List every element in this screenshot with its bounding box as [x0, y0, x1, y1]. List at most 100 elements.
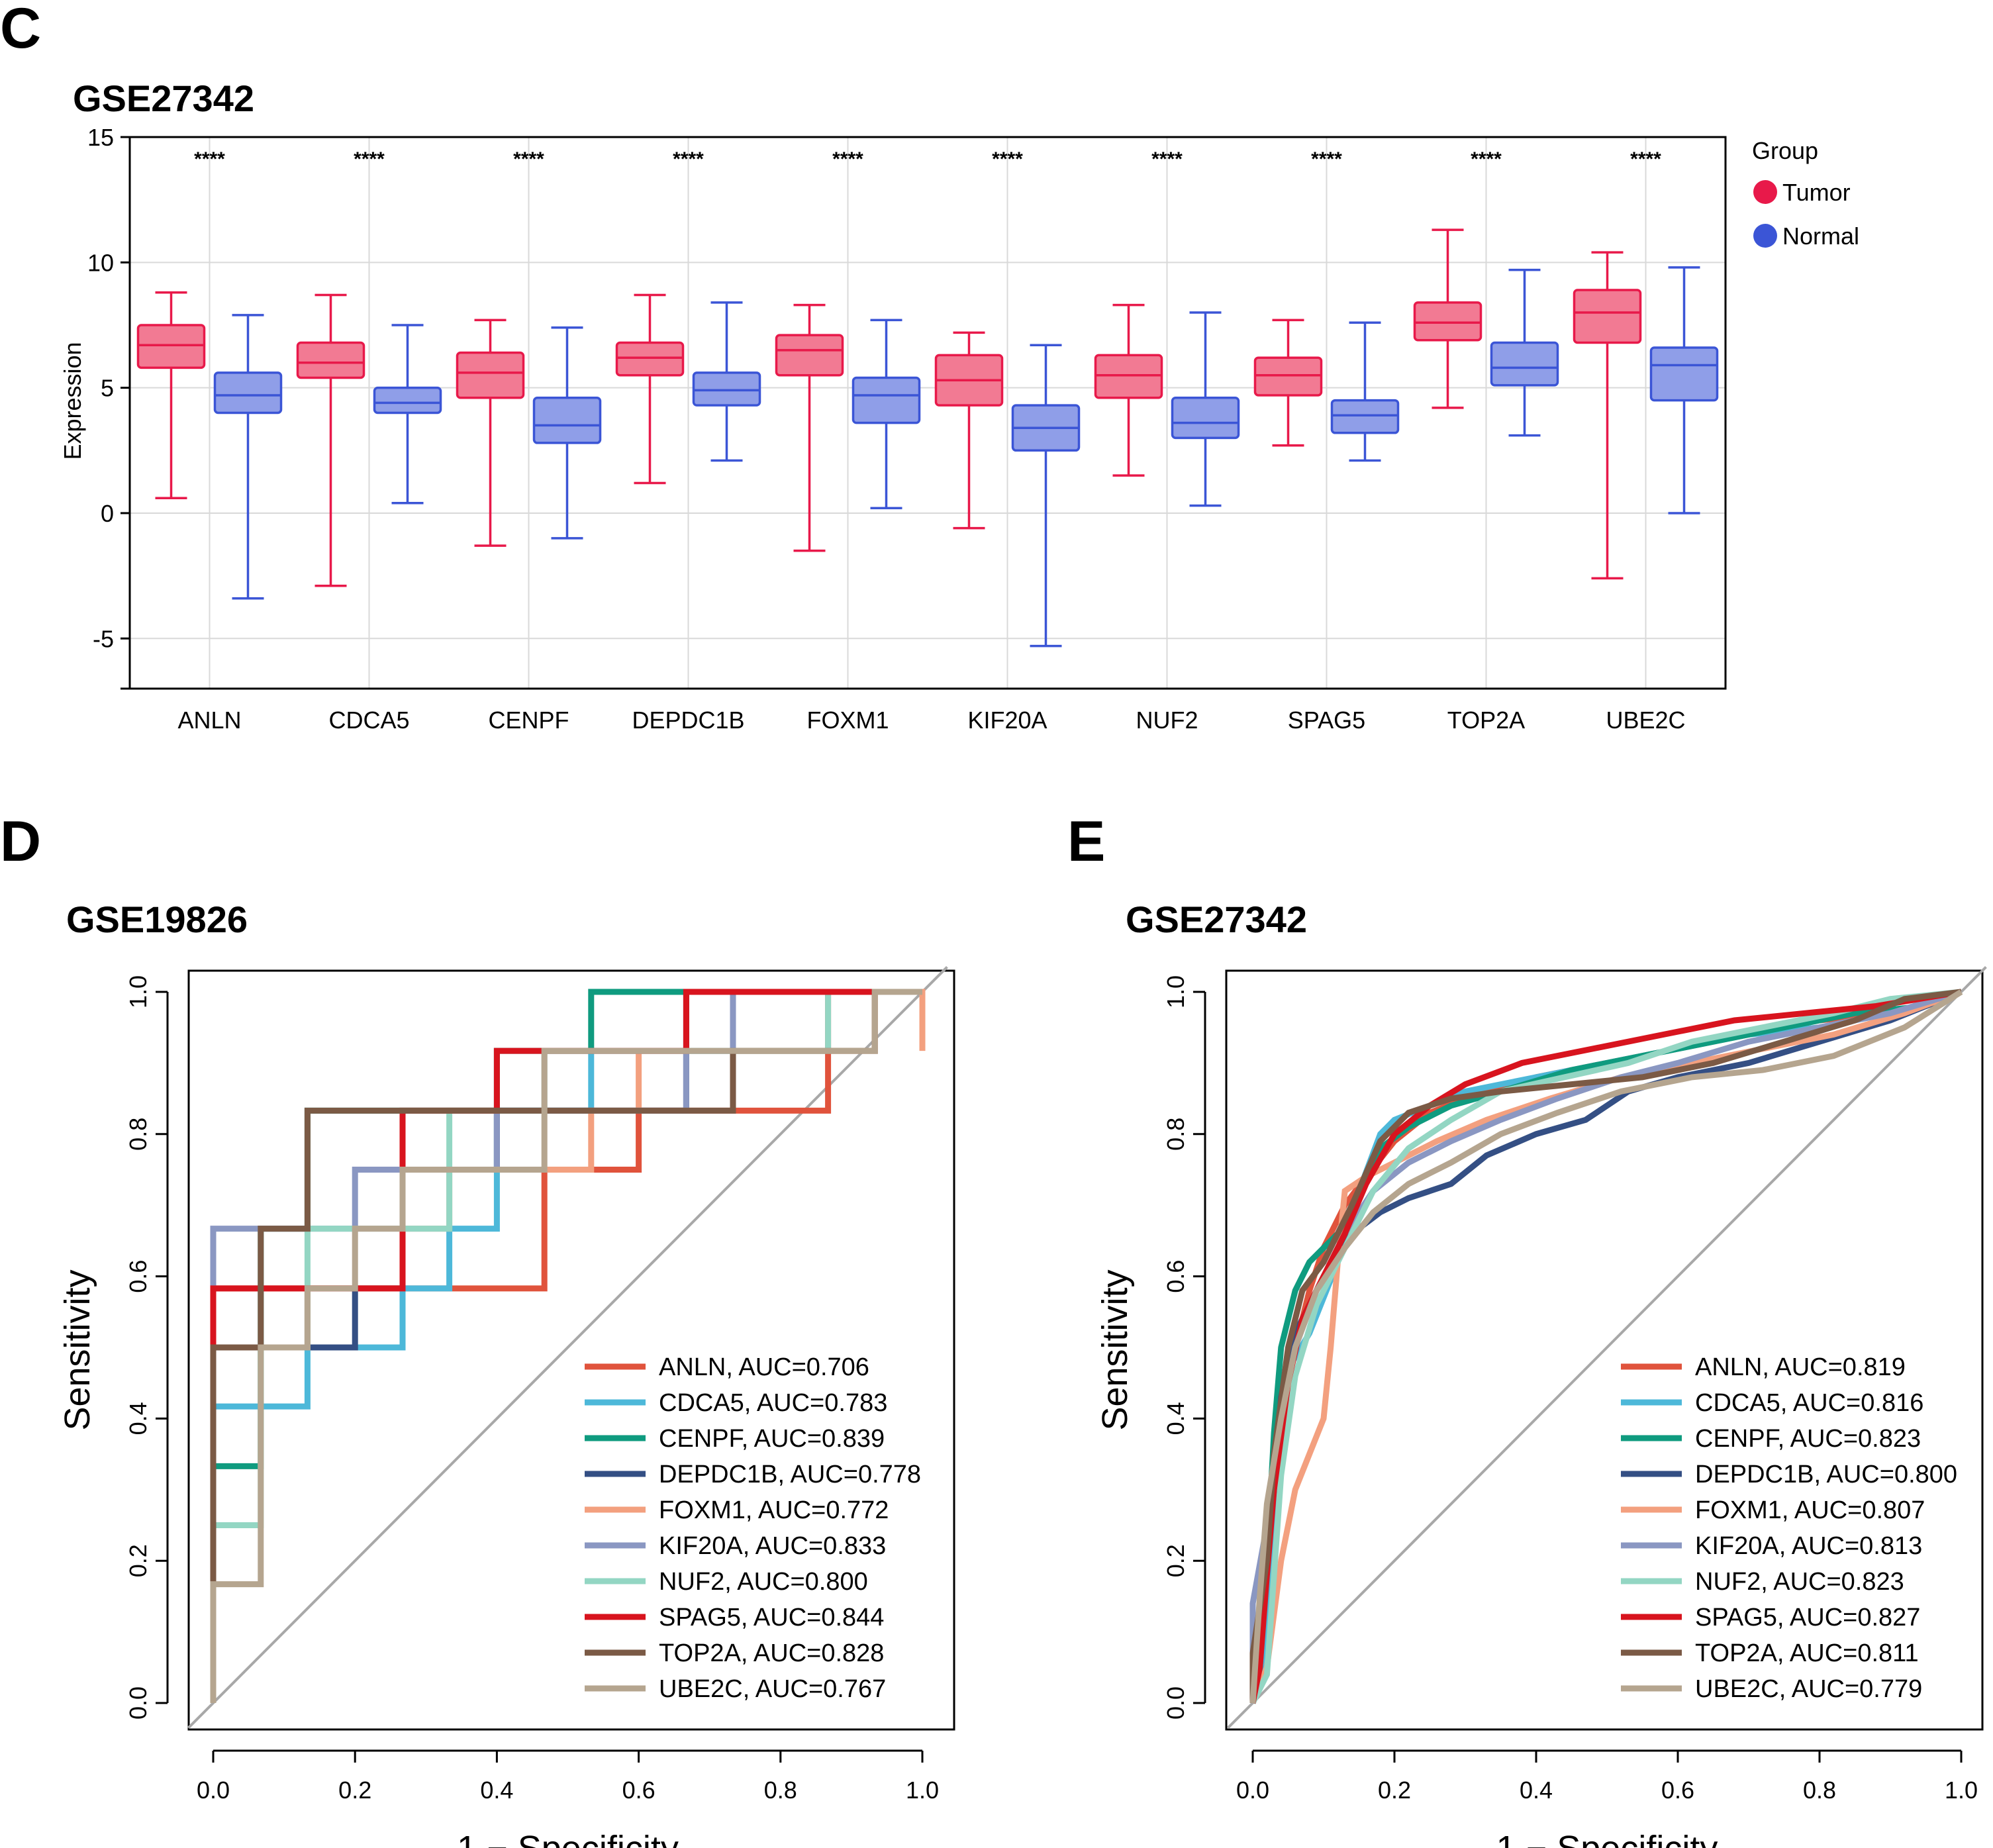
box-iqr — [775, 334, 844, 377]
legend-label-spag5: SPAG5, AUC=0.827 — [1695, 1604, 1920, 1631]
significance-label: **** — [1151, 148, 1183, 170]
y-tick-label: 1.0 — [124, 975, 152, 1008]
reference-diagonal — [1227, 965, 1987, 1729]
legend-label-foxm1: FOXM1, AUC=0.807 — [1695, 1496, 1925, 1524]
reference-diagonal — [187, 965, 948, 1729]
x-axis-title: 1 − Specificity — [457, 1829, 679, 1848]
y-tick-label: 0.8 — [1162, 1118, 1189, 1151]
legend-label-cdca5: CDCA5, AUC=0.783 — [659, 1389, 887, 1417]
box-iqr — [1649, 346, 1719, 402]
legend-label-ube2c: UBE2C, AUC=0.767 — [659, 1675, 886, 1703]
box-tumor-anln — [136, 291, 206, 499]
box-normal-anln — [213, 314, 283, 600]
legend-label-foxm1: FOXM1, AUC=0.772 — [659, 1496, 889, 1524]
x-tick-label: 0.8 — [1803, 1776, 1836, 1804]
x-tick-label: 0.4 — [480, 1776, 513, 1804]
legend-label-kif20a: KIF20A, AUC=0.833 — [659, 1532, 886, 1560]
box-tumor-top2a — [1413, 228, 1483, 409]
y-axis-title: Expression — [59, 342, 86, 460]
roc-chart-gse19826: 0.0 0.2 0.4 0.6 0.8 1.0 0.0 0.2 0.4 0.6 0.8 1.0 1 − … — [58, 965, 955, 1848]
panel-letter-d: D — [0, 810, 41, 873]
significance-label: **** — [354, 148, 385, 170]
legend: ANLN, AUC=0.819 CDCA5, AUC=0.816 CENPF, AU… — [1621, 1353, 1957, 1703]
x-tick-label: KIF20A — [967, 706, 1047, 734]
box-normal-ube2c — [1649, 266, 1719, 514]
panel-letter-c: C — [0, 0, 41, 60]
y-tick-label: 0.2 — [124, 1544, 152, 1577]
box-iqr — [136, 324, 206, 369]
panel-d: D GSE19826 0.0 0.2 0.4 0.6 0.8 1.00.00.20.40.… — [0, 810, 955, 1848]
legend-label-nuf2: NUF2, AUC=0.823 — [1695, 1568, 1904, 1596]
box-tumor-kif20a — [934, 331, 1004, 530]
significance-label: **** — [1630, 148, 1661, 170]
legend-label-anln: ANLN, AUC=0.819 — [1695, 1353, 1906, 1381]
box-iqr — [213, 371, 283, 414]
box-normal-spag5 — [1330, 321, 1400, 462]
box-tumor-depdc1b — [615, 293, 685, 485]
roc-curve-ube2c — [1249, 989, 1963, 1704]
box-iqr — [1573, 289, 1642, 344]
box-tumor-cenpf — [456, 318, 525, 547]
box-iqr — [373, 386, 442, 414]
x-tick-label: DEPDC1B — [632, 706, 744, 734]
box-normal-top2a — [1490, 268, 1559, 437]
y-tick-label: 0.8 — [124, 1118, 152, 1151]
panel-c: C GSE27342 **** **** **** **** **** **** **** *… — [0, 0, 1859, 734]
y-tick-label: 15 — [87, 124, 114, 151]
boxplot-chart: **** **** **** **** **** **** **** **** **** ****… — [59, 124, 1859, 734]
box-iqr — [1330, 399, 1400, 434]
x-tick-label: 0.8 — [764, 1776, 797, 1804]
x-tick-label: ANLN — [177, 706, 241, 734]
significance-label: **** — [992, 148, 1023, 170]
panel-title-e: GSE27342 — [1126, 899, 1307, 940]
significance-label: **** — [1471, 148, 1502, 170]
y-tick-label: 0.2 — [1162, 1544, 1189, 1577]
box-tumor-foxm1 — [775, 303, 844, 552]
legend-label-depdc1b: DEPDC1B, AUC=0.800 — [1695, 1461, 1957, 1488]
y-tick-label: 0.4 — [124, 1402, 152, 1435]
significance-label: **** — [194, 148, 225, 170]
box-normal-nuf2 — [1171, 311, 1240, 507]
box-iqr — [1094, 354, 1163, 399]
box-iqr — [1413, 301, 1483, 342]
legend-label-cdca5: CDCA5, AUC=0.816 — [1695, 1389, 1923, 1417]
box-iqr — [456, 351, 525, 399]
x-tick-label: UBE2C — [1606, 706, 1685, 734]
x-tick-label: 0.2 — [1378, 1776, 1411, 1804]
box-iqr — [851, 376, 921, 424]
x-axis-title: 1 − Specificity — [1496, 1829, 1718, 1848]
box-iqr — [1171, 397, 1240, 440]
legend: ANLN, AUC=0.706 CDCA5, AUC=0.783 CENPF, AU… — [585, 1353, 921, 1703]
box-tumor-spag5 — [1253, 318, 1323, 447]
panel-e: E GSE27342 0.0 0.2 0.4 0.6 0.8 1.00.00.20.40.… — [1067, 810, 1987, 1848]
x-tick-label: FOXM1 — [806, 706, 889, 734]
roc-curve-nuf2 — [1249, 989, 1962, 1705]
box-normal-kif20a — [1011, 344, 1081, 648]
y-tick-label: 0.4 — [1162, 1402, 1189, 1435]
y-axis-title: Sensitivity — [58, 1269, 97, 1430]
box-tumor-cdca5 — [296, 293, 365, 587]
x-tick-label: SPAG5 — [1288, 706, 1365, 734]
box-normal-cenpf — [532, 326, 602, 540]
x-tick-label: TOP2A — [1447, 706, 1525, 734]
roc-curve-kif20a — [210, 989, 922, 1703]
significance-label: **** — [832, 148, 863, 170]
box-normal-foxm1 — [851, 318, 921, 510]
x-tick-label: 1.0 — [1945, 1776, 1978, 1804]
box-normal-cdca5 — [373, 324, 442, 505]
box-iqr — [1490, 341, 1559, 387]
legend-label-tumor: Tumor — [1782, 179, 1851, 206]
y-tick-label: 0.6 — [1162, 1260, 1189, 1293]
plot-frame — [1225, 969, 1984, 1731]
legend-label-depdc1b: DEPDC1B, AUC=0.778 — [659, 1461, 921, 1488]
y-tick-label: 0 — [101, 500, 114, 527]
legend-label-top2a: TOP2A, AUC=0.811 — [1695, 1639, 1919, 1667]
box-iqr — [296, 341, 365, 379]
y-tick-label: -5 — [93, 625, 114, 652]
x-tick-label: 0.4 — [1520, 1776, 1553, 1804]
roc-curve-ube2c — [210, 989, 922, 1703]
x-tick-label: 0.0 — [1236, 1776, 1269, 1804]
panel-letter-e: E — [1067, 810, 1105, 873]
legend-label-kif20a: KIF20A, AUC=0.813 — [1695, 1532, 1922, 1560]
box-tumor-ube2c — [1573, 251, 1642, 580]
